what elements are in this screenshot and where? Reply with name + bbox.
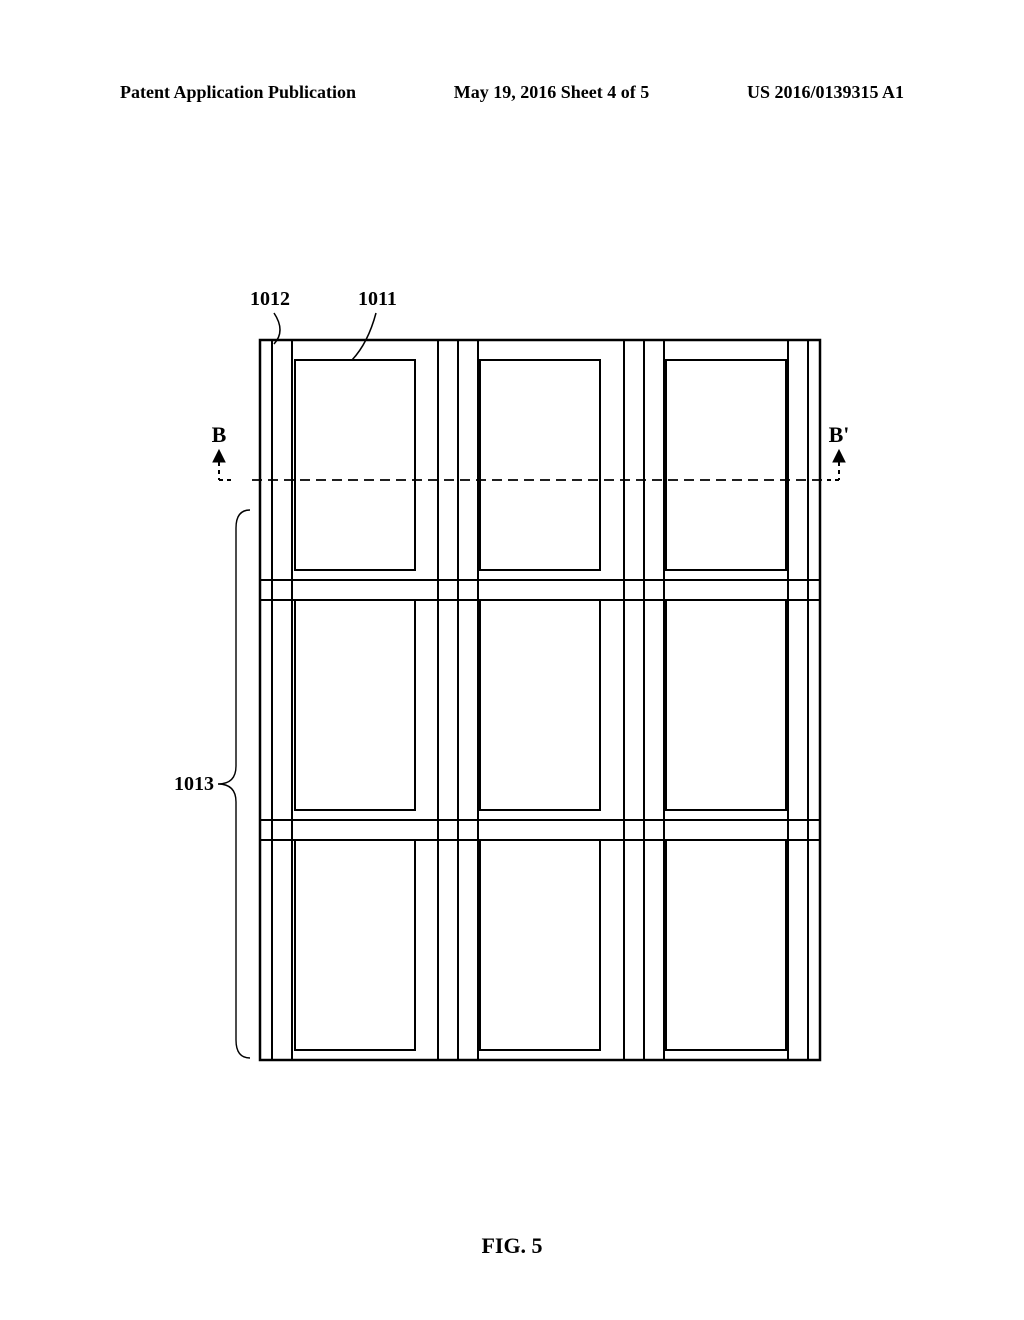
svg-text:1011: 1011 <box>358 288 397 310</box>
svg-text:1013: 1013 <box>174 773 214 795</box>
figure-label: FIG. 5 <box>481 1233 542 1259</box>
svg-text:B: B <box>212 422 227 447</box>
svg-text:B': B' <box>829 422 850 447</box>
header-left: Patent Application Publication <box>120 82 356 103</box>
patent-diagram: B B' 1012 1011 1013 <box>120 200 904 1210</box>
figure-area: BB'101210111013 FIG. 5 <box>120 200 904 1210</box>
page-header: Patent Application Publication May 19, 2… <box>0 82 1024 103</box>
header-right: US 2016/0139315 A1 <box>747 82 904 103</box>
header-center: May 19, 2016 Sheet 4 of 5 <box>454 82 649 103</box>
svg-text:1012: 1012 <box>250 288 290 310</box>
